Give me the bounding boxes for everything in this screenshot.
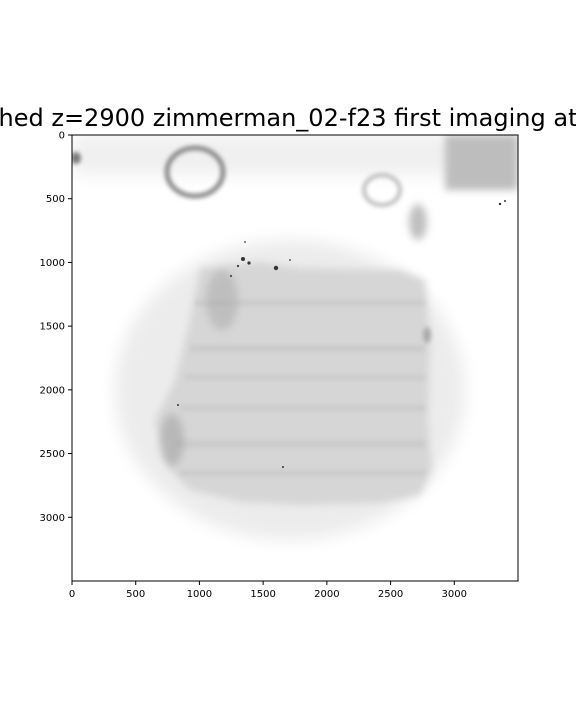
x-tick-label: 2000 (314, 589, 339, 600)
y-tick-label: 1000 (40, 258, 65, 269)
x-tick-label: 1500 (250, 589, 275, 600)
x-tick-label: 0 (69, 589, 75, 600)
x-tick-label: 1000 (187, 589, 212, 600)
y-tick-label: 1500 (40, 322, 65, 333)
x-tick-label: 3000 (442, 589, 467, 600)
chart-title: hed z=2900 zimmerman_02-f23 first imagin… (0, 104, 576, 132)
x-tick-label: 500 (126, 589, 145, 600)
y-tick-label: 3000 (40, 513, 65, 524)
x-axis: 0 500 1000 1500 2000 2500 3000 (69, 581, 467, 600)
y-tick-label: 2500 (40, 449, 65, 460)
y-axis: 0 500 1000 1500 2000 2500 3000 (40, 131, 72, 524)
x-tick-label: 2500 (378, 589, 403, 600)
y-tick-label: 0 (59, 131, 65, 142)
y-tick-label: 2000 (40, 385, 65, 396)
plot-frame (71, 134, 519, 582)
heatmap-image (72, 135, 518, 581)
y-tick-label: 500 (46, 194, 65, 205)
